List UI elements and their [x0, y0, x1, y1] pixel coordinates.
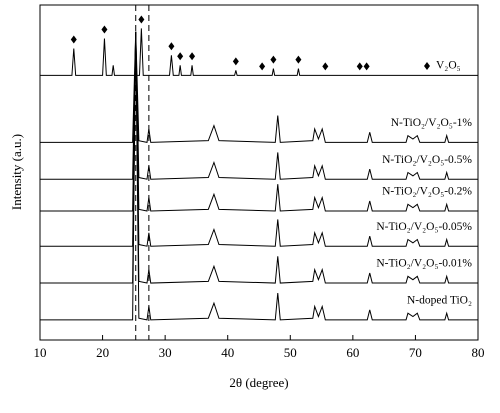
peak-marker: [101, 25, 108, 34]
series-label: N-TiO₂/V₂O₅-1%: [391, 117, 473, 129]
y-axis-label: Intensity (a.u.): [9, 134, 24, 210]
series-label: N-TiO₂/V₂O₅-0.05%: [376, 221, 472, 233]
series-label: N-TiO₂/V₂O₅-0.2%: [382, 186, 472, 198]
legend-label: V₂O₅: [436, 60, 461, 72]
xrd-trace: [40, 31, 478, 284]
peak-marker: [295, 55, 302, 64]
x-tick-label: 60: [346, 345, 359, 360]
x-tick-label: 30: [159, 345, 172, 360]
peak-marker: [177, 52, 184, 61]
x-axis-label: 2θ (degree): [229, 375, 288, 390]
peak-marker: [138, 15, 145, 24]
peak-marker: [270, 55, 277, 64]
series-label: N-TiO₂/V₂O₅-0.5%: [382, 154, 472, 166]
x-tick-label: 70: [409, 345, 422, 360]
x-tick-label: 80: [472, 345, 485, 360]
x-tick-label: 10: [34, 345, 47, 360]
peak-marker: [168, 42, 175, 51]
peak-marker: [322, 62, 329, 71]
legend-marker: [424, 62, 430, 70]
peak-marker: [70, 35, 77, 44]
xrd-trace: [40, 31, 478, 212]
series-label: N-TiO₂/V₂O₅-0.01%: [376, 258, 472, 270]
xrd-trace: [40, 31, 478, 143]
peak-marker: [189, 52, 196, 61]
peak-marker: [356, 62, 363, 71]
xrd-trace: [40, 31, 478, 180]
xrd-trace: [40, 31, 478, 247]
plot-frame: [39, 4, 479, 341]
xrd-trace: [40, 28, 478, 76]
peak-marker: [259, 62, 266, 71]
peak-marker: [363, 62, 370, 71]
x-tick-label: 50: [284, 345, 297, 360]
x-tick-label: 40: [221, 345, 234, 360]
peak-marker: [232, 57, 239, 66]
x-tick-label: 20: [96, 345, 109, 360]
series-label: N-doped TiO₂: [407, 295, 472, 307]
xrd-trace: [40, 31, 478, 321]
